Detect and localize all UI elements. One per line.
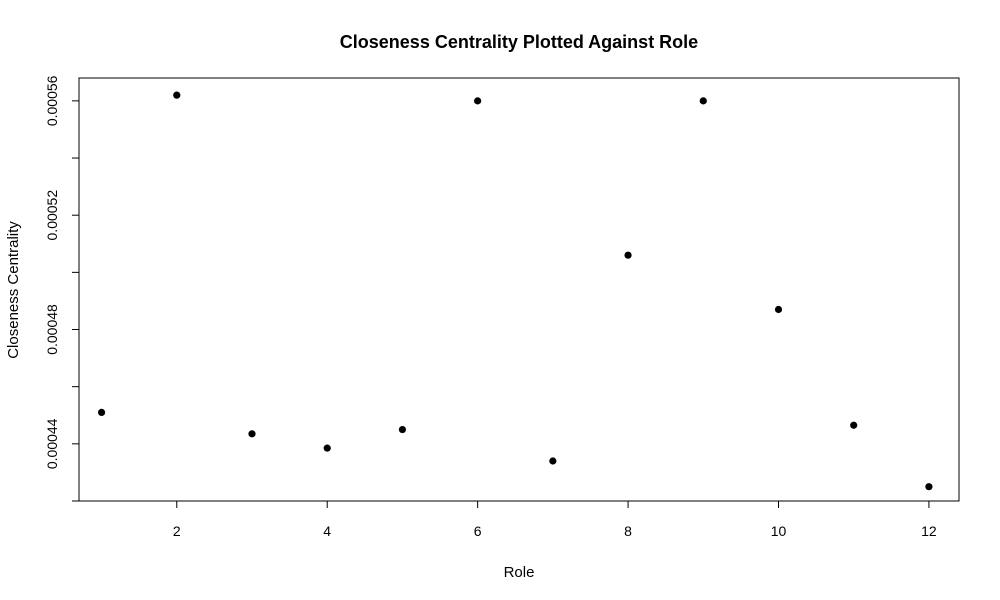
x-axis-label: Role bbox=[504, 564, 535, 581]
data-point bbox=[925, 483, 933, 491]
data-point bbox=[323, 444, 331, 452]
data-point bbox=[774, 305, 783, 314]
data-point bbox=[173, 91, 181, 99]
data-point bbox=[699, 97, 707, 105]
data-point bbox=[97, 408, 106, 416]
data-point bbox=[850, 421, 858, 429]
data-point bbox=[624, 251, 632, 259]
y-axis-label: Closeness Centrality bbox=[5, 221, 22, 359]
x-tick-label: 6 bbox=[474, 523, 482, 539]
data-point bbox=[248, 430, 256, 438]
y-tick-label: 0.00052 bbox=[44, 190, 60, 241]
plot-frame bbox=[78, 77, 960, 502]
x-tick-label: 12 bbox=[921, 523, 937, 539]
chart-title: Closeness Centrality Plotted Against Rol… bbox=[340, 32, 698, 52]
x-axis: 2 4 6 8 10 12 bbox=[173, 501, 937, 539]
data-points bbox=[97, 91, 933, 491]
y-axis: 0.00044 0.00048 0.00052 0.00056 bbox=[44, 75, 79, 502]
data-point bbox=[549, 457, 557, 465]
x-tick-label: 4 bbox=[323, 523, 331, 539]
y-tick-label: 0.00044 bbox=[44, 418, 60, 469]
x-tick-label: 8 bbox=[624, 523, 632, 539]
y-tick-label: 0.00048 bbox=[44, 304, 60, 355]
data-point bbox=[398, 425, 407, 434]
y-tick-label: 0.00056 bbox=[44, 75, 60, 126]
x-tick-label: 10 bbox=[771, 523, 787, 539]
data-point bbox=[474, 97, 482, 105]
x-tick-label: 2 bbox=[173, 523, 181, 539]
